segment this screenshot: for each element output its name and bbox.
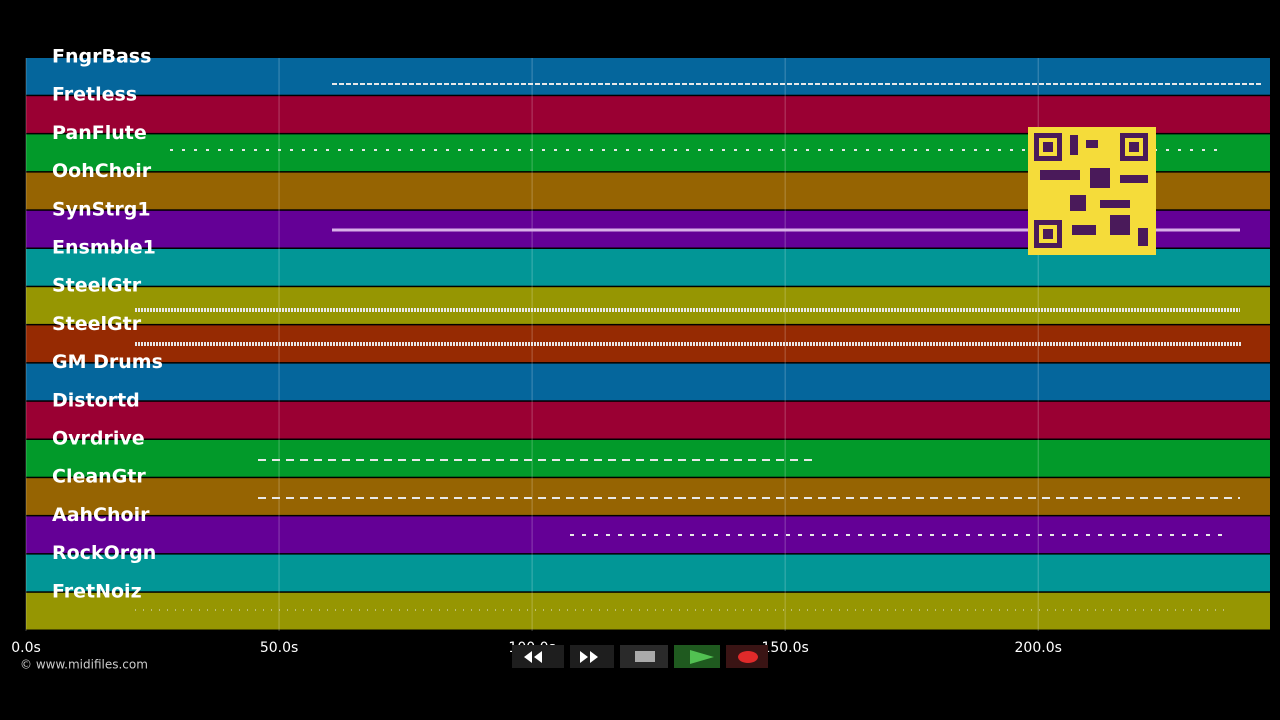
x-tick-label: 150.0s (761, 640, 808, 656)
rewind-button[interactable] (512, 645, 564, 668)
track-lane (26, 440, 1270, 477)
track-lane (26, 401, 1270, 439)
transport (512, 645, 768, 668)
track-lane (26, 249, 1270, 286)
record-button[interactable] (726, 645, 768, 668)
track-label: SynStrg1 (52, 198, 151, 220)
stop-button[interactable] (620, 645, 668, 668)
track-label: RockOrgn (52, 542, 156, 564)
track-label: Ovrdrive (52, 428, 145, 450)
track-label: CleanGtr (52, 466, 146, 488)
copyright: © www.midifiles.com (20, 658, 148, 672)
track-labels: FngrBass Fretless PanFlute OohChoir SynStrg1… (52, 46, 163, 603)
track-lane (26, 58, 1270, 95)
track-label: SteelGtr (52, 313, 142, 335)
x-tick-label: 0.0s (11, 640, 41, 656)
track-label: AahChoir (52, 504, 150, 526)
track-label: Fretless (52, 84, 137, 106)
x-tick-label: 200.0s (1015, 640, 1062, 656)
track-label: Distortd (52, 389, 140, 411)
qr-code (1028, 127, 1156, 255)
track-label: SteelGtr (52, 275, 142, 297)
track-lane (26, 363, 1270, 401)
track-label: Ensmble1 (52, 237, 156, 259)
track-label: FngrBass (52, 46, 151, 68)
track-lane (26, 287, 1270, 324)
track-lane (26, 96, 1270, 133)
track-label: GM Drums (52, 351, 163, 373)
track-lane (26, 478, 1270, 515)
track-label: PanFlute (52, 122, 147, 144)
track-lane (26, 554, 1270, 592)
play-button[interactable] (674, 645, 720, 668)
fast-forward-button[interactable] (570, 645, 614, 668)
track-lane (26, 516, 1270, 554)
track-lane (26, 592, 1270, 630)
track-label: FretNoiz (52, 580, 142, 602)
x-tick-label: 50.0s (260, 640, 298, 656)
track-label: OohChoir (52, 160, 152, 182)
